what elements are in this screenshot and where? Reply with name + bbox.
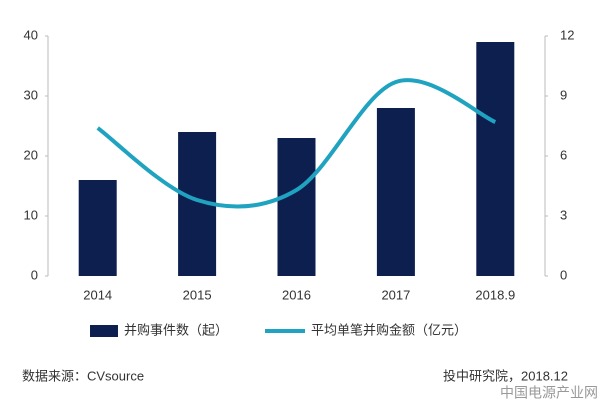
line	[96, 78, 497, 209]
note: 投中研究院，2018.12	[443, 368, 568, 383]
x-tick-label: 2017	[381, 287, 410, 302]
legend-swatch	[90, 325, 118, 337]
source: 数据来源：CVsource	[22, 368, 144, 383]
bar	[277, 138, 316, 276]
y2-tick-label: 12	[560, 27, 574, 42]
y-tick-label: 0	[31, 267, 38, 282]
x-tick-label: 2018.9	[475, 287, 515, 302]
y2-tick-label: 0	[560, 267, 567, 282]
watermark: 中国电源产业网	[500, 385, 598, 401]
x-tick-label: 2014	[83, 287, 112, 302]
y2-tick-label: 3	[560, 207, 567, 222]
bar	[476, 42, 515, 276]
y-tick-label: 40	[24, 27, 38, 42]
y-tick-label: 20	[24, 147, 38, 162]
x-tick-label: 2016	[282, 287, 311, 302]
y-tick-label: 30	[24, 87, 38, 102]
legend-label: 平均单笔并购金额（亿元）	[311, 322, 467, 337]
y2-tick-label: 9	[560, 87, 567, 102]
legend-label: 并购事件数（起）	[124, 322, 228, 337]
y2-tick-label: 6	[560, 147, 567, 162]
x-tick-label: 2015	[183, 287, 212, 302]
bar	[78, 180, 117, 276]
y-tick-label: 10	[24, 207, 38, 222]
bar	[376, 108, 415, 276]
